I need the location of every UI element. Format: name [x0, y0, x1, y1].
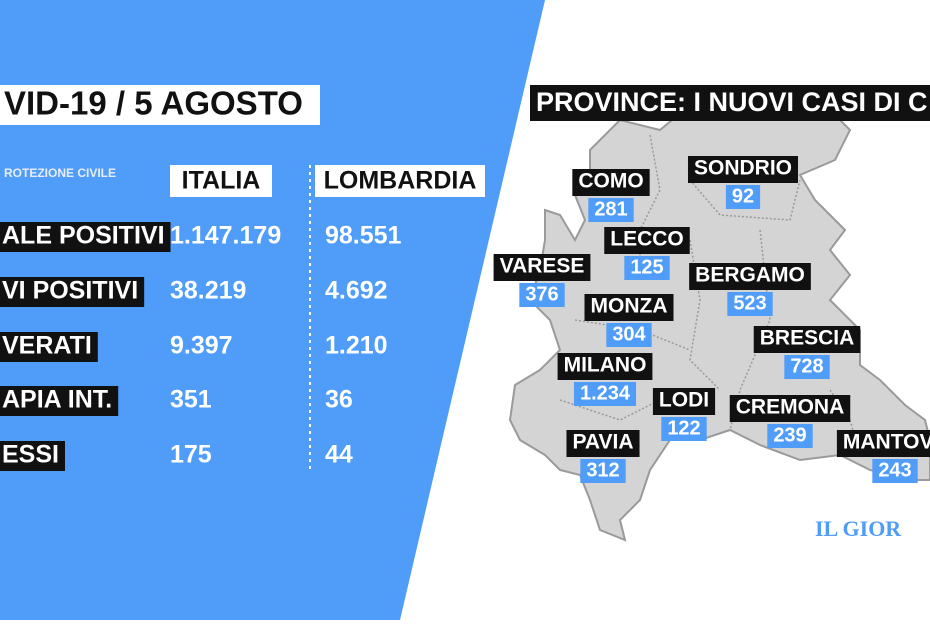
province-name: MANTOVA [843, 431, 930, 454]
value-box [624, 256, 670, 280]
row-label: ALE POSITIVI [2, 222, 165, 250]
row-label: VERATI [2, 332, 92, 360]
province: MONZA 304 [584, 294, 674, 347]
province: SONDRIO 92 [687, 156, 799, 209]
name-box [557, 353, 653, 380]
province-name: PAVIA [572, 431, 633, 454]
map-title-box [530, 85, 930, 121]
province-name: COMO [578, 170, 643, 193]
province-name: CREMONA [736, 396, 845, 419]
value-box [573, 382, 637, 406]
row-label-box [0, 386, 119, 416]
cell: 1.147.179 [170, 222, 281, 250]
table-rows: ALE POSITIVI 1.147.179 98.551 VI POSITIVI 38… [0, 222, 402, 471]
province-name: MILANO [564, 354, 647, 377]
row-label-box [0, 222, 171, 252]
cell: 351 [170, 386, 212, 414]
column-box [170, 165, 272, 197]
province-name: SONDRIO [694, 157, 792, 180]
value-box [725, 185, 761, 209]
border [689, 179, 801, 221]
value-box [588, 198, 634, 222]
province: MILANO 1.234 [557, 353, 653, 406]
province: COMO 281 [572, 169, 650, 222]
province-value: 312 [586, 459, 619, 481]
row-label-box [0, 441, 65, 471]
province-value: 728 [790, 355, 823, 377]
title-box [0, 85, 320, 125]
name-box [566, 430, 640, 457]
value-box [767, 424, 813, 448]
column-box [315, 165, 485, 197]
value-box [784, 355, 830, 379]
row-label-box [0, 277, 145, 307]
province-name: VARESE [500, 255, 585, 278]
province-value: 281 [594, 198, 627, 220]
cell: 9.397 [170, 332, 233, 360]
row-label: APIA INT. [2, 386, 112, 414]
name-box [836, 430, 930, 457]
source: ROTEZIONE CIVILE [4, 166, 116, 180]
province-value: 243 [878, 459, 911, 481]
value-box [727, 292, 773, 316]
province-value: 92 [732, 185, 754, 207]
cell: 36 [325, 386, 353, 414]
province-value: 239 [773, 424, 806, 446]
column-header: LOMBARDIA [324, 167, 477, 195]
cell: 175 [170, 441, 212, 469]
province: BERGAMO 523 [689, 263, 811, 316]
cell: 38.219 [170, 277, 246, 305]
name-box [753, 326, 861, 353]
cell: 1.210 [325, 332, 388, 360]
border [639, 134, 661, 280]
column-header: ITALIA [182, 167, 261, 195]
cell: 4.692 [325, 277, 388, 305]
province-labels: COMO 281 SONDRIO 92 LECCO 125 VARESE 376 BERGAMO… [493, 156, 930, 483]
blue-panel [0, 0, 545, 620]
map-title: PROVINCE: I NUOVI CASI DI C [536, 87, 928, 117]
province: BRESCIA 728 [753, 326, 861, 379]
province-value: 304 [612, 323, 646, 345]
name-box [572, 169, 650, 196]
name-box [689, 263, 811, 290]
province: CREMONA 239 [729, 395, 851, 448]
province: LECCO 125 [604, 227, 690, 280]
name-box [687, 156, 799, 183]
value-box [580, 459, 626, 483]
province: PAVIA 312 [566, 430, 640, 483]
province: LODI 122 [652, 388, 716, 441]
cell: 44 [325, 441, 353, 469]
value-box [519, 283, 565, 307]
province-name: MONZA [591, 295, 668, 318]
province-name: BERGAMO [695, 264, 805, 287]
province-value: 125 [630, 256, 663, 278]
value-box [606, 323, 652, 347]
value-box [872, 459, 918, 483]
province-name: BRESCIA [760, 327, 855, 350]
name-box [493, 254, 591, 281]
province-name: LODI [659, 389, 709, 412]
logo: IL GIOR [815, 516, 902, 541]
province-name: LECCO [610, 228, 684, 251]
province-value: 122 [667, 417, 700, 439]
border [559, 399, 661, 421]
row-label: VI POSITIVI [2, 277, 138, 305]
name-box [729, 395, 851, 422]
name-box [604, 227, 690, 254]
province: MANTOVA 243 [836, 430, 930, 483]
name-box [584, 294, 674, 321]
name-box [652, 388, 716, 415]
province: VARESE 376 [493, 254, 591, 307]
value-box [661, 417, 707, 441]
province-value: 1.234 [580, 382, 631, 404]
province-value: 376 [525, 283, 558, 305]
row-label-box [0, 332, 98, 362]
cell: 98.551 [325, 222, 402, 250]
province-value: 523 [733, 292, 766, 314]
row-label: ESSI [2, 441, 59, 469]
title: VID-19 / 5 AGOSTO [4, 85, 303, 122]
